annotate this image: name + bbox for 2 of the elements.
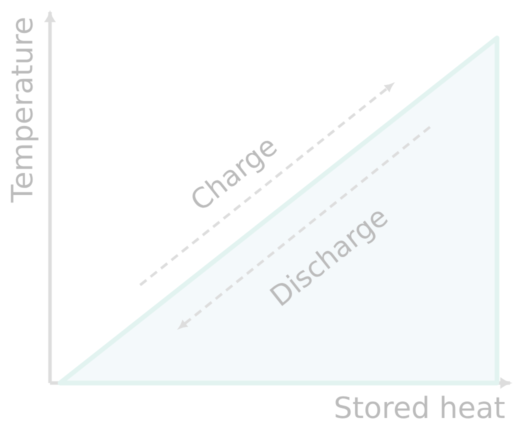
y-axis-title: Temperature bbox=[10, 18, 38, 203]
x-axis-title: Stored heat bbox=[336, 396, 505, 418]
